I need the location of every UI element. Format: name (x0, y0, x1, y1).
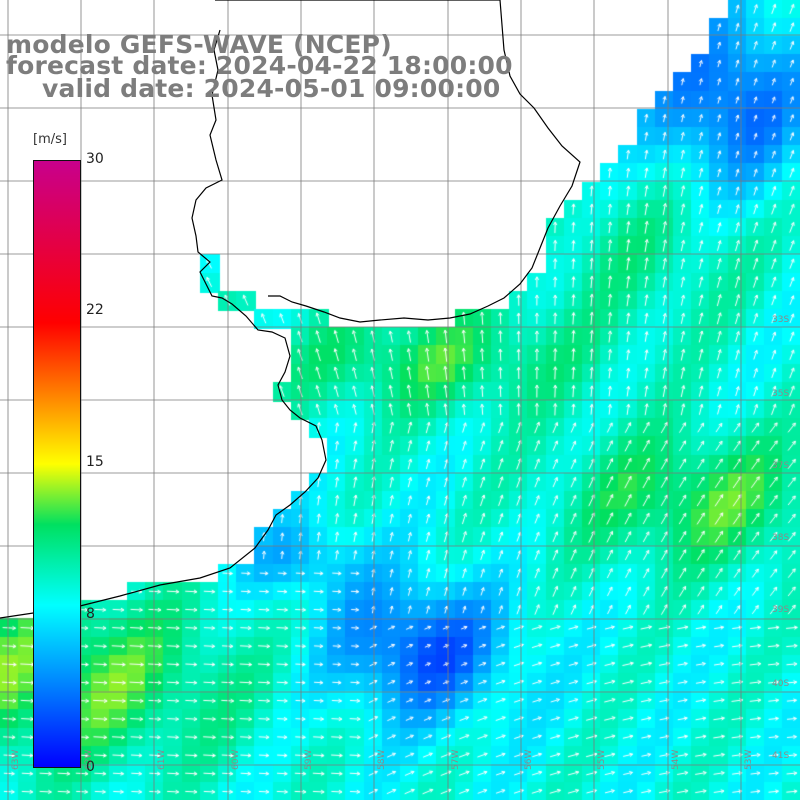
longitude-label: 55W (597, 750, 607, 770)
longitude-label: 62W (84, 750, 94, 770)
longitude-label: 53W (744, 750, 754, 770)
longitude-label: 58W (377, 750, 387, 770)
colorbar-tick-min: 0 (86, 759, 95, 775)
colorbar-tick-8: 8 (86, 606, 95, 622)
coastline (0, 0, 581, 619)
latitude-label: 35S (772, 389, 789, 399)
colorbar-tick-max: 30 (86, 151, 104, 167)
longitude-label: 57W (451, 750, 461, 770)
longitude-label: 63W (11, 750, 21, 770)
latitude-label: 40S (772, 679, 789, 689)
latitude-label: 33S (772, 315, 789, 325)
latitude-labels: 33S 35S 37S 38S 39S 40S 41S (772, 315, 789, 761)
colorbar-unit: [m/s] (33, 132, 67, 147)
colorbar-tick-22: 22 (86, 302, 104, 318)
latitude-label: 39S (772, 605, 789, 615)
latitude-label: 38S (772, 533, 789, 543)
longitude-label: 59W (304, 750, 314, 770)
colorbar-tick-15: 15 (86, 454, 104, 470)
colorbar-gradient (33, 160, 81, 768)
longitude-label: 60W (231, 750, 241, 770)
longitude-label: 61W (157, 750, 167, 770)
longitude-labels: 63W 62W 61W 60W 59W 58W 57W 56W 55W 54W 53W (11, 750, 754, 770)
longitude-label: 56W (524, 750, 534, 770)
latitude-label: 41S (772, 751, 789, 761)
latitude-label: 37S (772, 461, 789, 471)
longitude-label: 54W (671, 750, 681, 770)
model-title: modelo GEFS-WAVE (NCEP) (6, 30, 392, 59)
forecast-date: forecast date: 2024-04-22 18:00:00 (6, 51, 513, 80)
valid-date: valid date: 2024-05-01 09:00:00 (42, 74, 501, 103)
